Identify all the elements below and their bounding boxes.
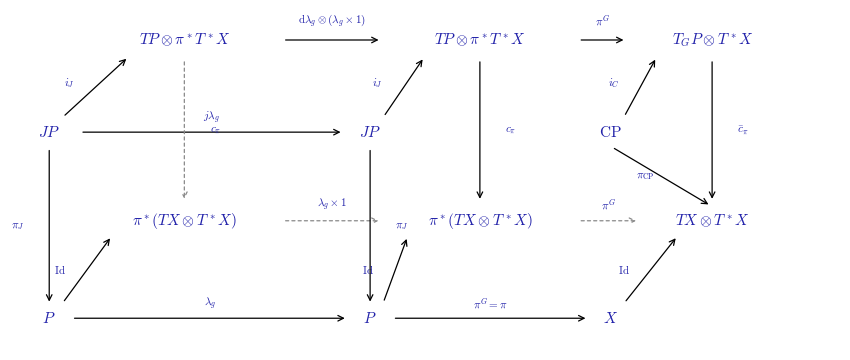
Text: $\pi_{\mathrm{CP}}$: $\pi_{\mathrm{CP}}$ [636,171,654,182]
Text: $c_\pi$: $c_\pi$ [210,125,221,136]
Text: $TX \otimes T^*X$: $TX \otimes T^*X$ [675,212,750,229]
Text: $JP$: $JP$ [360,125,381,140]
Text: $c_\pi$: $c_\pi$ [505,125,517,136]
Text: $j\lambda_g$: $j\lambda_g$ [203,110,220,126]
Text: $\pi^*(TX \otimes T^*X)$: $\pi^*(TX \otimes T^*X)$ [132,211,236,231]
Text: $\pi^G{=}\pi$: $\pi^G{=}\pi$ [473,297,507,311]
Text: $i_C$: $i_C$ [608,76,619,90]
Text: $i_J$: $i_J$ [64,76,75,90]
Text: $\pi^G$: $\pi^G$ [601,198,616,212]
Text: $\mathrm{d}\lambda_g\otimes(\lambda_g\times 1)$: $\mathrm{d}\lambda_g\otimes(\lambda_g\ti… [298,12,366,29]
Text: $TP \otimes \pi^*T^*X$: $TP \otimes \pi^*T^*X$ [139,32,230,48]
Text: $\mathrm{Id}$: $\mathrm{Id}$ [362,263,374,276]
Text: $\mathrm{Id}$: $\mathrm{Id}$ [618,263,630,276]
Text: $P$: $P$ [42,311,56,326]
Text: $\lambda_g$: $\lambda_g$ [204,296,216,312]
Text: $TP \otimes \pi^*T^*X$: $TP \otimes \pi^*T^*X$ [434,32,525,48]
Text: $\mathrm{Id}$: $\mathrm{Id}$ [54,263,66,276]
Text: $i_J$: $i_J$ [372,76,382,90]
Text: $\lambda_g\times 1$: $\lambda_g\times 1$ [317,197,347,213]
Text: $\pi^G$: $\pi^G$ [595,13,609,28]
Text: $X$: $X$ [604,311,618,326]
Text: $JP$: $JP$ [38,125,60,140]
Text: $\pi^*(TX \otimes T^*X)$: $\pi^*(TX \otimes T^*X)$ [428,211,532,231]
Text: $\pi_J$: $\pi_J$ [395,221,409,231]
Text: $\bar{c}_\pi$: $\bar{c}_\pi$ [738,124,749,137]
Text: $\mathrm{CP}$: $\mathrm{CP}$ [599,125,622,140]
Text: $P$: $P$ [363,311,377,326]
Text: $T_GP \otimes T^*X$: $T_GP \otimes T^*X$ [672,31,753,49]
Text: $\pi_J$: $\pi_J$ [11,221,24,231]
